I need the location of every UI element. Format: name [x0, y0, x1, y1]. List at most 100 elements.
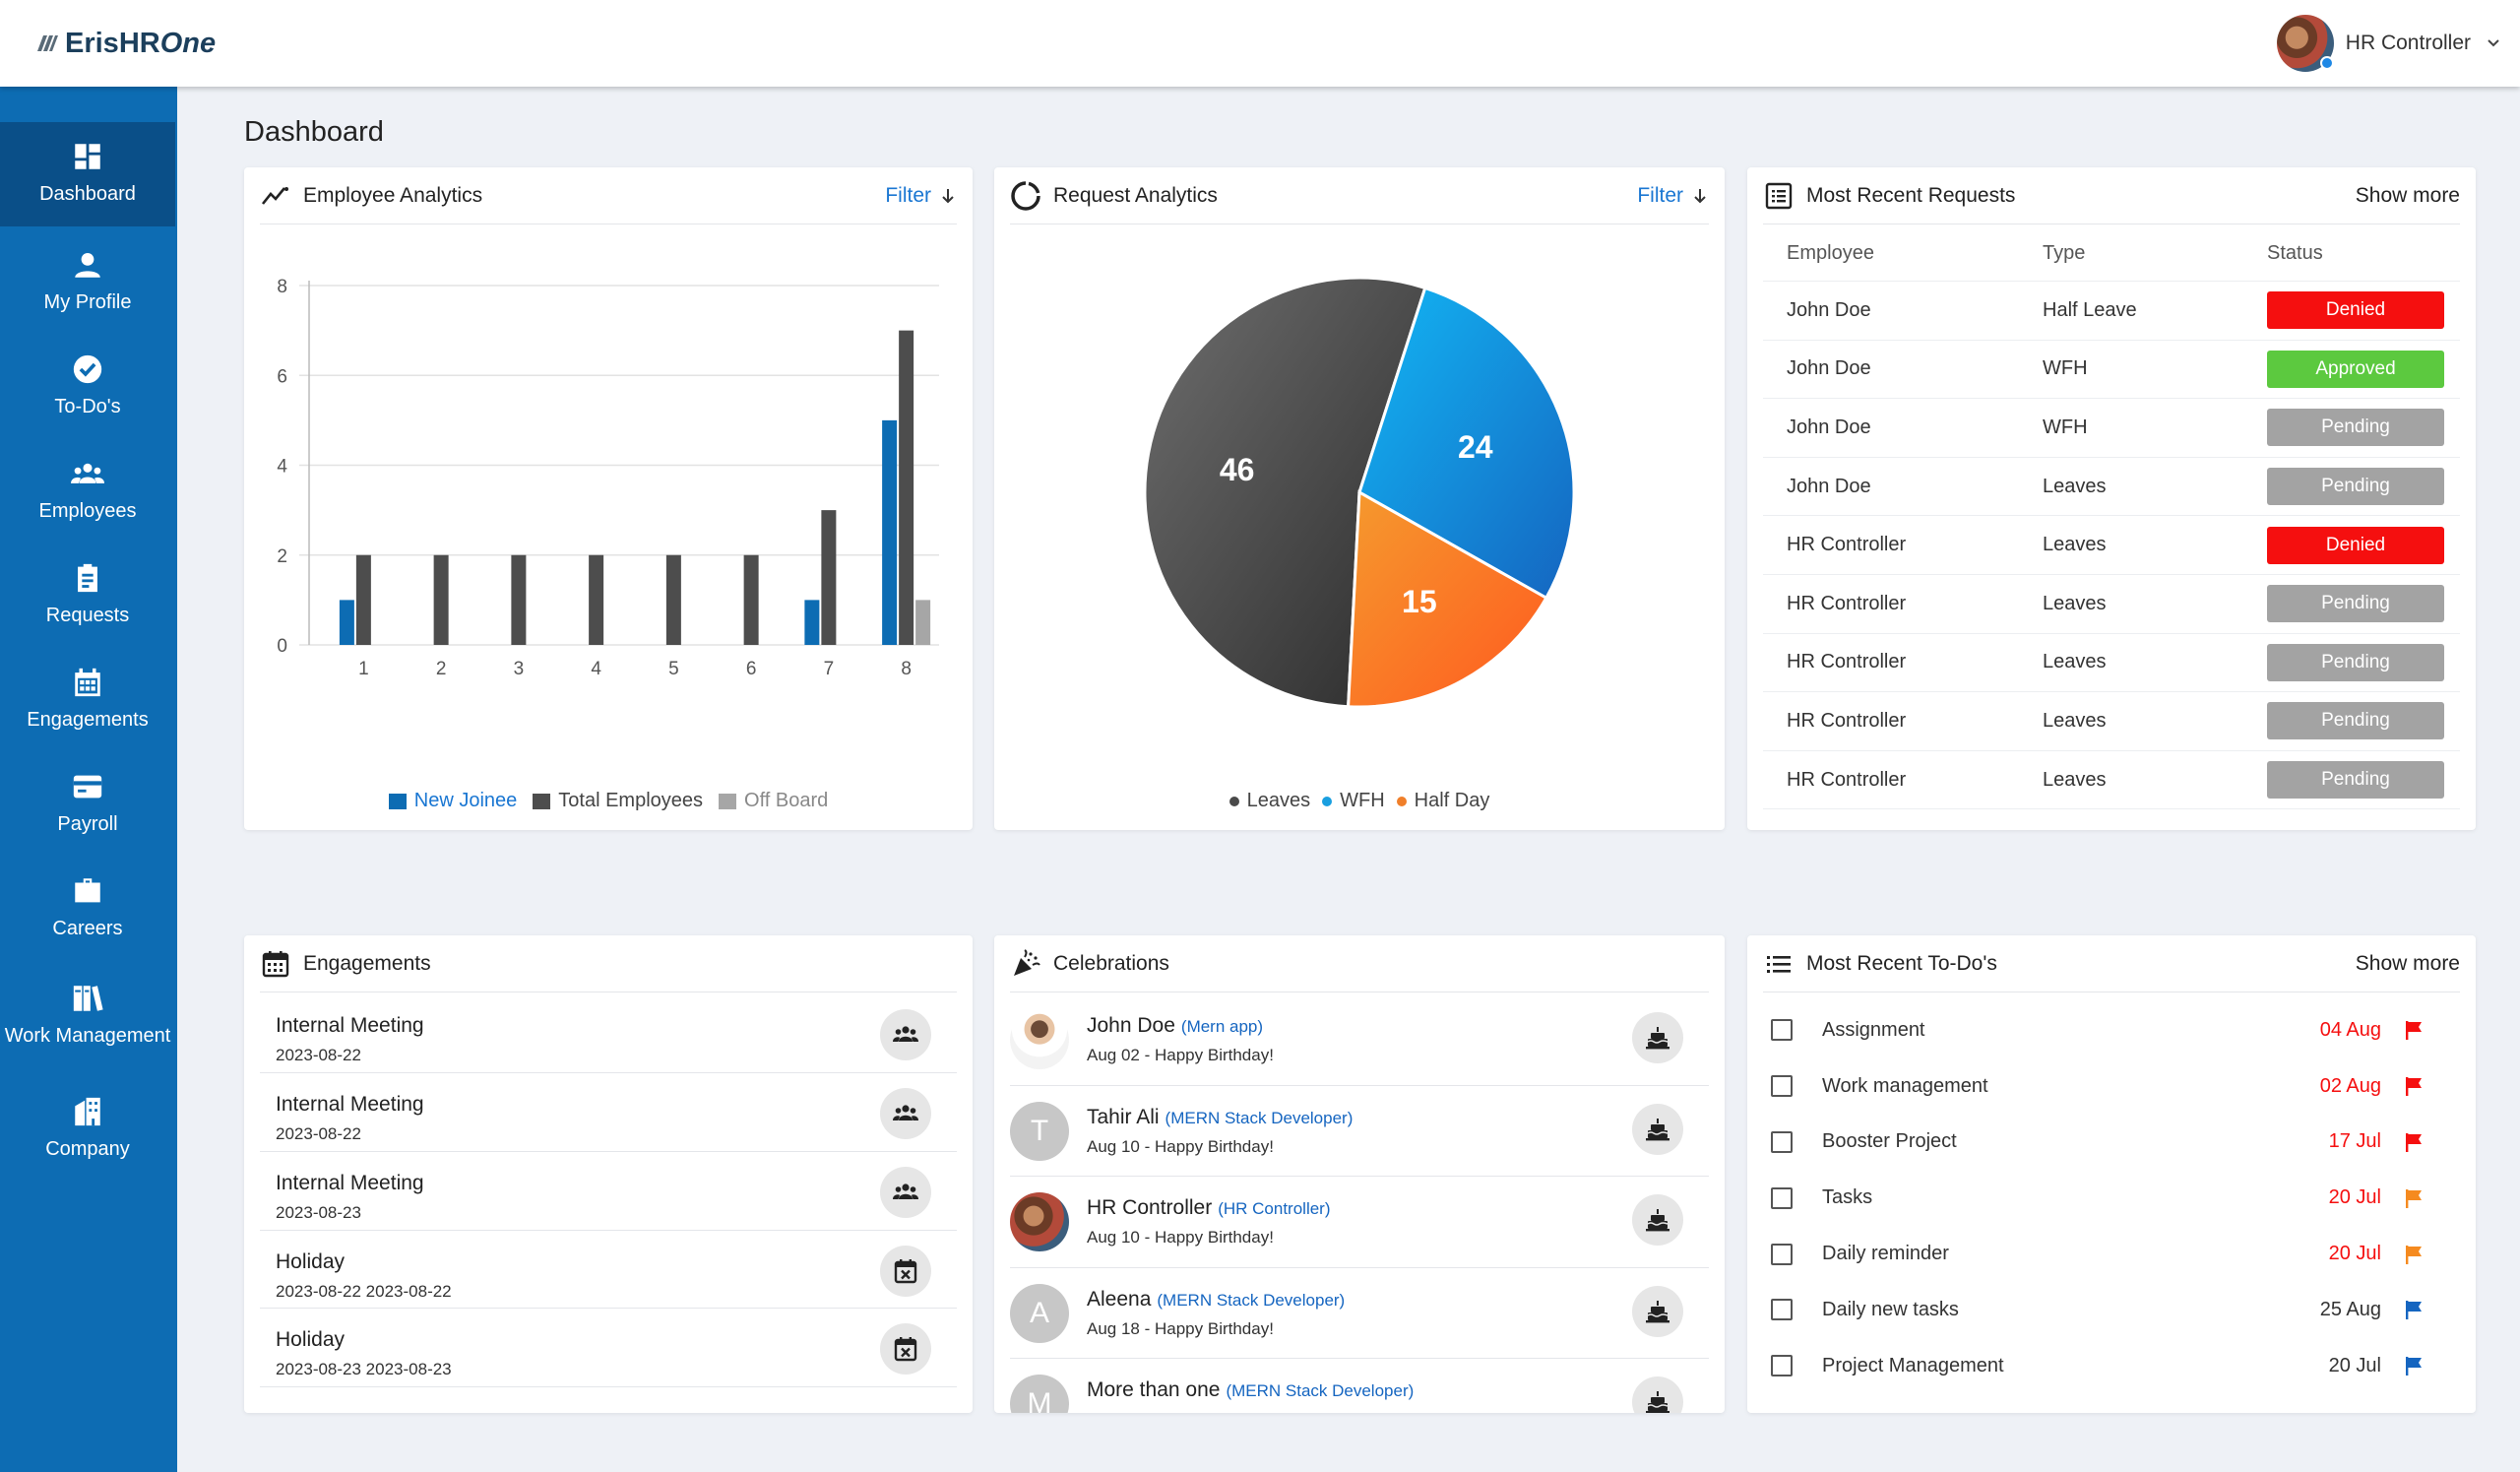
- bar-total-employees[interactable]: [899, 330, 914, 645]
- bar-new-joinee[interactable]: [804, 600, 820, 645]
- bar-total-employees[interactable]: [433, 554, 449, 645]
- cake-icon[interactable]: [1632, 1194, 1683, 1246]
- todo-item[interactable]: Project Management 20 Jul: [1763, 1338, 2460, 1394]
- user-menu[interactable]: HR Controller: [2276, 14, 2500, 73]
- flag-icon[interactable]: [2403, 1355, 2425, 1376]
- filter-button[interactable]: Filter: [885, 184, 957, 208]
- todo-checkbox[interactable]: [1771, 1019, 1793, 1042]
- status-badge[interactable]: Pending: [2267, 409, 2444, 447]
- sidebar-item-requests[interactable]: Requests: [0, 547, 175, 644]
- flag-icon[interactable]: [2403, 1299, 2425, 1320]
- sidebar-item-careers[interactable]: Careers: [0, 861, 175, 957]
- list-item[interactable]: Internal Meeting 2023-08-22: [260, 1073, 957, 1152]
- todo-item[interactable]: Booster Project 17 Jul: [1763, 1115, 2460, 1171]
- pie-slice-wfh[interactable]: [1357, 286, 1576, 601]
- filter-button[interactable]: Filter: [1637, 184, 1709, 208]
- column-header[interactable]: Type: [2043, 242, 2086, 264]
- table-row[interactable]: John Doe WFH Pending: [1763, 399, 2460, 458]
- bar-new-joinee[interactable]: [882, 419, 898, 645]
- sidebar-item-dashboard[interactable]: Dashboard: [0, 122, 175, 226]
- flag-icon[interactable]: [2403, 1075, 2425, 1097]
- table-row[interactable]: HR Controller Leaves Pending: [1763, 751, 2460, 810]
- bar-total-employees[interactable]: [743, 554, 759, 645]
- status-badge[interactable]: Pending: [2267, 643, 2444, 681]
- list-item[interactable]: Internal Meeting 2023-08-23: [260, 1152, 957, 1231]
- cake-icon[interactable]: [1632, 1103, 1683, 1155]
- flag-icon[interactable]: [2403, 1244, 2425, 1265]
- todo-checkbox[interactable]: [1771, 1243, 1793, 1265]
- bar-total-employees[interactable]: [511, 554, 527, 645]
- calendar-x-icon[interactable]: [880, 1246, 931, 1297]
- sidebar-item-payroll[interactable]: Payroll: [0, 756, 175, 853]
- todo-item[interactable]: Work management 02 Aug: [1763, 1058, 2460, 1115]
- bar-off-board[interactable]: [915, 600, 931, 645]
- flag-icon[interactable]: [2403, 1187, 2425, 1209]
- todo-checkbox[interactable]: [1771, 1186, 1793, 1209]
- cake-icon[interactable]: [1632, 1376, 1683, 1413]
- table-row[interactable]: HR Controller Leaves Pending: [1763, 575, 2460, 634]
- bar-total-employees[interactable]: [665, 554, 681, 645]
- todo-checkbox[interactable]: [1771, 1075, 1793, 1098]
- column-header[interactable]: Status: [2267, 242, 2323, 264]
- table-row[interactable]: John Doe WFH Approved: [1763, 341, 2460, 400]
- bar-total-employees[interactable]: [589, 554, 604, 645]
- todo-checkbox[interactable]: [1771, 1355, 1793, 1377]
- list-item[interactable]: Internal Meeting 2023-08-22: [260, 994, 957, 1073]
- status-badge[interactable]: Denied: [2267, 526, 2444, 564]
- flag-icon[interactable]: [2403, 1019, 2425, 1041]
- pie-slice-half-day[interactable]: [1347, 489, 1548, 709]
- legend-half-day[interactable]: Half Day: [1396, 790, 1489, 812]
- table-row[interactable]: HR Controller Leaves Pending: [1763, 634, 2460, 693]
- todo-item[interactable]: Assignment 04 Aug: [1763, 1002, 2460, 1058]
- sidebar-item-todos[interactable]: To-Do's: [0, 339, 175, 435]
- sidebar-item-my-profile[interactable]: My Profile: [0, 234, 175, 331]
- todo-checkbox[interactable]: [1771, 1299, 1793, 1321]
- show-more-link[interactable]: Show more: [2355, 951, 2460, 975]
- legend-new-joinee[interactable]: New Joinee: [388, 790, 517, 812]
- status-badge[interactable]: Pending: [2267, 702, 2444, 740]
- list-item[interactable]: HR Controller (HR Controller) Aug 10 - Hap…: [1010, 1177, 1709, 1268]
- legend-off-board[interactable]: Off Board: [719, 790, 828, 812]
- cake-icon[interactable]: [1632, 1012, 1683, 1063]
- app-logo[interactable]: ErisHR One: [33, 22, 216, 65]
- status-badge[interactable]: Approved: [2267, 350, 2444, 388]
- cake-icon[interactable]: [1632, 1285, 1683, 1337]
- legend-wfh[interactable]: WFH: [1322, 790, 1385, 812]
- table-row[interactable]: John Doe Leaves Pending: [1763, 458, 2460, 517]
- list-item[interactable]: John Doe (Mern app) Aug 02 - Happy Birthda…: [1010, 994, 1709, 1086]
- legend-leaves[interactable]: Leaves: [1228, 790, 1310, 812]
- group-icon[interactable]: [880, 1088, 931, 1139]
- sidebar-item-engagements[interactable]: Engagements: [0, 652, 175, 748]
- sidebar-item-company[interactable]: Company: [0, 1081, 175, 1178]
- table-row[interactable]: HR Controller Leaves Denied: [1763, 516, 2460, 575]
- show-more-link[interactable]: Show more: [2355, 183, 2460, 207]
- status-badge[interactable]: Pending: [2267, 468, 2444, 506]
- bar-total-employees[interactable]: [355, 554, 371, 645]
- status-badge[interactable]: Denied: [2267, 291, 2444, 330]
- column-header[interactable]: Employee: [1787, 242, 1874, 264]
- sidebar-item-employees[interactable]: Employees: [0, 443, 175, 540]
- pie-slice-leaves[interactable]: [1143, 276, 1427, 709]
- list-item[interactable]: T Tahir Ali (MERN Stack Developer) Aug 10 -…: [1010, 1086, 1709, 1177]
- legend-total-employees[interactable]: Total Employees: [533, 790, 703, 812]
- list-item[interactable]: Holiday 2023-08-22 2023-08-22: [260, 1231, 957, 1309]
- group-icon[interactable]: [880, 1009, 931, 1060]
- status-badge[interactable]: Pending: [2267, 585, 2444, 623]
- sidebar-item-work-management[interactable]: Work Management: [0, 957, 175, 1075]
- list-item[interactable]: A Aleena (MERN Stack Developer) Aug 18 - Ha…: [1010, 1268, 1709, 1359]
- calendar-x-icon[interactable]: [880, 1323, 931, 1375]
- todo-checkbox[interactable]: [1771, 1130, 1793, 1153]
- table-row[interactable]: HR Controller Leaves Pending: [1763, 692, 2460, 751]
- status-badge[interactable]: Pending: [2267, 761, 2444, 800]
- pie-data-label: 15: [1402, 584, 1437, 619]
- todo-item[interactable]: Daily new tasks 25 Aug: [1763, 1282, 2460, 1338]
- list-item[interactable]: Holiday 2023-08-23 2023-08-23: [260, 1309, 957, 1387]
- bar-total-employees[interactable]: [821, 510, 837, 645]
- todo-item[interactable]: Tasks 20 Jul: [1763, 1170, 2460, 1226]
- todo-item[interactable]: Daily reminder 20 Jul: [1763, 1226, 2460, 1282]
- list-item[interactable]: M More than one (MERN Stack Developer): [1010, 1359, 1709, 1413]
- bar-new-joinee[interactable]: [339, 600, 354, 645]
- table-row[interactable]: John Doe Half Leave Denied: [1763, 282, 2460, 341]
- group-icon[interactable]: [880, 1167, 931, 1218]
- flag-icon[interactable]: [2403, 1131, 2425, 1153]
